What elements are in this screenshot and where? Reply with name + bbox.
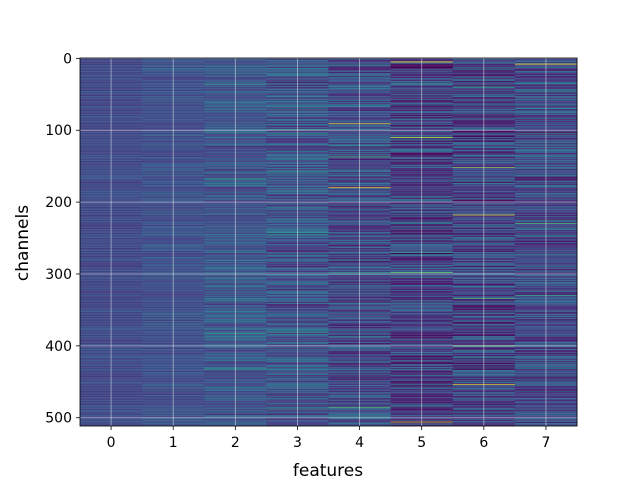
y-tick-label: 0: [63, 51, 72, 67]
x-tick-label: 2: [231, 435, 240, 451]
x-tick-label: 7: [541, 435, 550, 451]
y-axis-ticks: 0 100 200 300 400 500: [45, 51, 80, 427]
x-tick-label: 4: [355, 435, 364, 451]
y-tick-label: 400: [45, 339, 72, 355]
heatmap-cells: [80, 58, 578, 427]
x-tick-label: 3: [293, 435, 302, 451]
grid-lines: [80, 57, 577, 426]
x-tick-label: 5: [417, 435, 426, 451]
y-tick-label: 500: [45, 411, 72, 427]
y-axis-label: channels: [13, 205, 33, 281]
y-tick-label: 200: [45, 195, 72, 211]
x-axis-ticks: 0 1 2 3 4 5 6 7: [107, 426, 550, 451]
x-tick-label: 0: [107, 435, 116, 451]
x-tick-label: 1: [169, 435, 178, 451]
plot-frame: [79, 57, 578, 427]
x-tick-label: 6: [479, 435, 488, 451]
y-tick-label: 300: [45, 267, 72, 283]
y-tick-label: 100: [45, 123, 72, 139]
x-axis-label: features: [293, 461, 363, 480]
